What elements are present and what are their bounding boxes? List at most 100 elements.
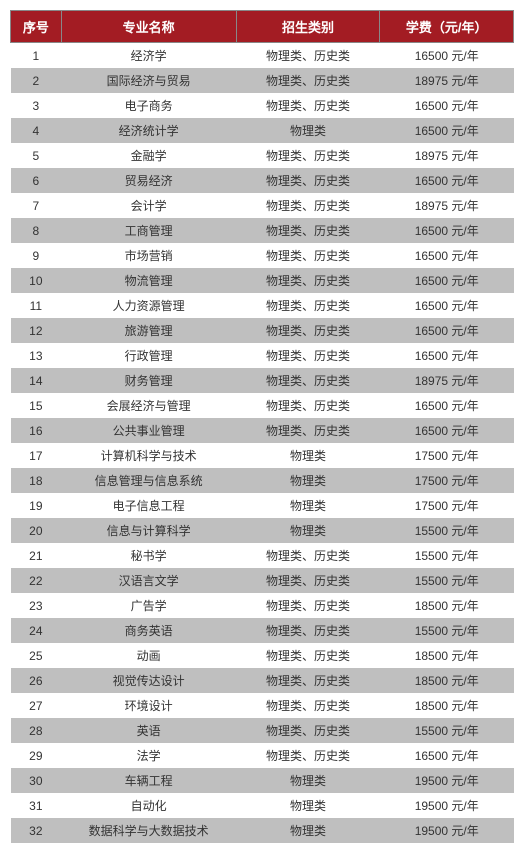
cell-category: 物理类、历史类 <box>236 418 380 443</box>
cell-no: 25 <box>11 643 62 668</box>
cell-name: 英语 <box>61 718 236 743</box>
cell-name: 自动化 <box>61 793 236 818</box>
table-row: 18信息管理与信息系统物理类17500 元/年 <box>11 468 514 493</box>
cell-no: 28 <box>11 718 62 743</box>
cell-category: 物理类 <box>236 118 380 143</box>
cell-name: 电子商务 <box>61 93 236 118</box>
cell-name: 信息与计算科学 <box>61 518 236 543</box>
cell-category: 物理类、历史类 <box>236 193 380 218</box>
table-row: 4经济统计学物理类16500 元/年 <box>11 118 514 143</box>
table-row: 21秘书学物理类、历史类15500 元/年 <box>11 543 514 568</box>
cell-no: 7 <box>11 193 62 218</box>
cell-fee: 16500 元/年 <box>380 268 514 293</box>
cell-name: 环境设计 <box>61 693 236 718</box>
cell-category: 物理类、历史类 <box>236 93 380 118</box>
cell-no: 13 <box>11 343 62 368</box>
cell-no: 12 <box>11 318 62 343</box>
cell-name: 国际经济与贸易 <box>61 68 236 93</box>
cell-fee: 16500 元/年 <box>380 118 514 143</box>
cell-fee: 16500 元/年 <box>380 343 514 368</box>
cell-fee: 16500 元/年 <box>380 293 514 318</box>
cell-name: 会计学 <box>61 193 236 218</box>
cell-name: 电子信息工程 <box>61 493 236 518</box>
col-header-no: 序号 <box>11 11 62 43</box>
cell-fee: 18500 元/年 <box>380 668 514 693</box>
cell-no: 19 <box>11 493 62 518</box>
cell-fee: 15500 元/年 <box>380 568 514 593</box>
cell-fee: 17500 元/年 <box>380 443 514 468</box>
table-row: 29法学物理类、历史类16500 元/年 <box>11 743 514 768</box>
cell-fee: 15500 元/年 <box>380 718 514 743</box>
cell-category: 物理类、历史类 <box>236 643 380 668</box>
cell-category: 物理类、历史类 <box>236 293 380 318</box>
cell-no: 17 <box>11 443 62 468</box>
cell-category: 物理类 <box>236 443 380 468</box>
cell-category: 物理类、历史类 <box>236 268 380 293</box>
table-row: 12旅游管理物理类、历史类16500 元/年 <box>11 318 514 343</box>
table-row: 23广告学物理类、历史类18500 元/年 <box>11 593 514 618</box>
col-header-category: 招生类别 <box>236 11 380 43</box>
cell-no: 9 <box>11 243 62 268</box>
cell-fee: 18975 元/年 <box>380 193 514 218</box>
table-row: 32数据科学与大数据技术物理类19500 元/年 <box>11 818 514 843</box>
cell-fee: 18975 元/年 <box>380 368 514 393</box>
cell-category: 物理类、历史类 <box>236 143 380 168</box>
cell-name: 人力资源管理 <box>61 293 236 318</box>
cell-category: 物理类、历史类 <box>236 718 380 743</box>
cell-category: 物理类、历史类 <box>236 593 380 618</box>
table-row: 11人力资源管理物理类、历史类16500 元/年 <box>11 293 514 318</box>
cell-no: 24 <box>11 618 62 643</box>
cell-category: 物理类、历史类 <box>236 243 380 268</box>
cell-no: 26 <box>11 668 62 693</box>
table-row: 8工商管理物理类、历史类16500 元/年 <box>11 218 514 243</box>
cell-name: 旅游管理 <box>61 318 236 343</box>
cell-no: 3 <box>11 93 62 118</box>
cell-category: 物理类、历史类 <box>236 543 380 568</box>
table-row: 31自动化物理类19500 元/年 <box>11 793 514 818</box>
cell-fee: 16500 元/年 <box>380 418 514 443</box>
table-row: 2国际经济与贸易物理类、历史类18975 元/年 <box>11 68 514 93</box>
cell-no: 11 <box>11 293 62 318</box>
table-row: 3电子商务物理类、历史类16500 元/年 <box>11 93 514 118</box>
cell-fee: 18975 元/年 <box>380 68 514 93</box>
cell-fee: 16500 元/年 <box>380 93 514 118</box>
cell-no: 31 <box>11 793 62 818</box>
cell-category: 物理类 <box>236 468 380 493</box>
cell-name: 数据科学与大数据技术 <box>61 818 236 843</box>
cell-name: 信息管理与信息系统 <box>61 468 236 493</box>
cell-no: 29 <box>11 743 62 768</box>
cell-category: 物理类 <box>236 518 380 543</box>
table-row: 27环境设计物理类、历史类18500 元/年 <box>11 693 514 718</box>
cell-no: 8 <box>11 218 62 243</box>
cell-no: 4 <box>11 118 62 143</box>
cell-name: 动画 <box>61 643 236 668</box>
table-row: 9市场营销物理类、历史类16500 元/年 <box>11 243 514 268</box>
cell-no: 27 <box>11 693 62 718</box>
cell-fee: 18500 元/年 <box>380 643 514 668</box>
cell-no: 10 <box>11 268 62 293</box>
cell-fee: 17500 元/年 <box>380 493 514 518</box>
cell-name: 经济学 <box>61 43 236 69</box>
cell-name: 法学 <box>61 743 236 768</box>
table-row: 24商务英语物理类、历史类15500 元/年 <box>11 618 514 643</box>
table-row: 14财务管理物理类、历史类18975 元/年 <box>11 368 514 393</box>
cell-fee: 16500 元/年 <box>380 243 514 268</box>
table-row: 19电子信息工程物理类17500 元/年 <box>11 493 514 518</box>
cell-category: 物理类 <box>236 768 380 793</box>
table-header-row: 序号 专业名称 招生类别 学费（元/年） <box>11 11 514 43</box>
cell-name: 计算机科学与技术 <box>61 443 236 468</box>
cell-name: 工商管理 <box>61 218 236 243</box>
table-row: 16公共事业管理物理类、历史类16500 元/年 <box>11 418 514 443</box>
cell-category: 物理类、历史类 <box>236 568 380 593</box>
table-row: 13行政管理物理类、历史类16500 元/年 <box>11 343 514 368</box>
cell-name: 公共事业管理 <box>61 418 236 443</box>
cell-no: 14 <box>11 368 62 393</box>
cell-category: 物理类 <box>236 818 380 843</box>
cell-name: 会展经济与管理 <box>61 393 236 418</box>
table-row: 7会计学物理类、历史类18975 元/年 <box>11 193 514 218</box>
cell-no: 16 <box>11 418 62 443</box>
cell-fee: 16500 元/年 <box>380 168 514 193</box>
cell-name: 广告学 <box>61 593 236 618</box>
cell-no: 23 <box>11 593 62 618</box>
table-row: 25动画物理类、历史类18500 元/年 <box>11 643 514 668</box>
